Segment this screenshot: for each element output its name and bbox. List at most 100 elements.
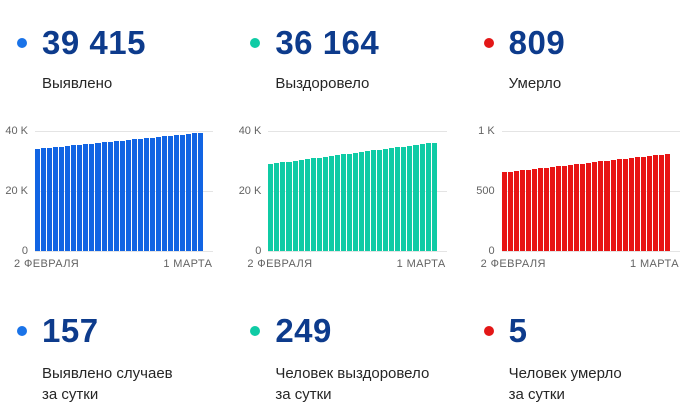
bar — [383, 148, 389, 251]
bar — [192, 133, 198, 251]
bar — [574, 164, 580, 251]
bar — [47, 147, 53, 251]
bar — [340, 154, 346, 251]
bar — [425, 143, 431, 251]
x-axis-label-end: 1 МАРТА — [629, 258, 679, 270]
bar — [59, 146, 65, 251]
bar — [419, 144, 425, 251]
stat-label: Выздоровело — [275, 75, 370, 92]
bar — [346, 153, 352, 251]
bar — [35, 149, 41, 251]
bullet-dot-icon — [483, 326, 494, 336]
bar — [71, 145, 77, 251]
bar — [568, 164, 574, 251]
bar — [537, 168, 543, 251]
bar — [622, 158, 628, 251]
bar — [137, 138, 143, 251]
bar — [359, 152, 365, 251]
plot-area: 40 K 20 K 0 — [0, 125, 233, 257]
bars — [35, 131, 204, 251]
y-axis-tick: 40 K — [238, 125, 262, 137]
bar — [513, 171, 519, 251]
bar — [161, 136, 168, 251]
bar — [304, 159, 310, 251]
stat-label: Выявлено — [42, 75, 113, 92]
bar — [107, 141, 113, 251]
bar — [389, 148, 395, 251]
bullet-dot-icon — [483, 38, 494, 48]
chart-detected: 40 K 20 K 0 2 ФЕВРАЛЯ 1 МАРТА — [0, 125, 233, 281]
bar — [652, 155, 658, 251]
bar — [113, 141, 119, 251]
stat-value: 809 — [508, 24, 566, 61]
gridline — [35, 131, 214, 132]
gridline — [501, 251, 680, 252]
plot-area: 1 K 500 0 — [467, 125, 700, 257]
y-axis-tick: 0 — [21, 245, 28, 257]
bar — [280, 162, 286, 251]
bar — [53, 147, 59, 251]
bar — [610, 160, 616, 251]
bar — [431, 142, 437, 251]
bar — [634, 157, 640, 251]
bar — [180, 134, 186, 251]
stat-row: 157 — [17, 313, 233, 349]
stat-label-line: за сутки — [508, 386, 565, 403]
stat-value: 39 415 — [42, 24, 146, 61]
bar — [365, 151, 371, 251]
bar — [77, 144, 83, 251]
chart-died: 1 K 500 0 2 ФЕВРАЛЯ 1 МАРТА — [467, 125, 700, 281]
bullet-dot-icon — [17, 38, 27, 48]
y-axis-tick: 20 K — [5, 185, 28, 197]
x-axis-label-end: 1 МАРТА — [396, 258, 446, 270]
stat-row: 249 — [250, 313, 466, 349]
stat-label-line: Человек выздоровело — [275, 365, 430, 382]
stat-value: 36 164 — [275, 24, 380, 61]
bar — [604, 160, 610, 251]
y-axis-tick: 500 — [476, 185, 495, 197]
bar — [401, 146, 407, 251]
stat-died-total: 809 Умерло — [467, 0, 700, 93]
bar — [89, 143, 95, 251]
bullet-dot-icon — [17, 326, 27, 336]
bar — [298, 160, 304, 251]
x-axis-label-start: 2 ФЕВРАЛЯ — [480, 258, 546, 270]
bar — [65, 146, 71, 251]
column-died: 809 Умерло 1 K 500 0 2 ФЕВРАЛЯ 1 МАРТА — [467, 0, 700, 420]
y-axis-tick: 1 K — [478, 125, 495, 137]
column-recovered: 36 164 Выздоровело 40 K 20 K 0 2 ФЕВРАЛЯ… — [233, 0, 466, 420]
bar — [413, 144, 419, 251]
column-detected: 39 415 Выявлено 40 K 20 K 0 2 ФЕВРАЛЯ 1 … — [0, 0, 233, 420]
stat-value: 249 — [275, 312, 332, 349]
bar — [328, 156, 334, 251]
bar — [155, 136, 161, 251]
stat-row: 36 164 — [250, 25, 466, 61]
y-axis-tick: 0 — [488, 245, 495, 257]
bar — [543, 167, 550, 251]
stat-row: 39 415 — [17, 25, 233, 61]
bar — [525, 169, 531, 251]
y-axis-tick: 40 K — [5, 125, 28, 137]
stat-recovered-total: 36 164 Выздоровело — [233, 0, 466, 93]
bullet-dot-icon — [250, 326, 261, 336]
bar — [352, 152, 359, 251]
bar — [316, 157, 322, 251]
stat-recovered-daily: 249 Человек выздоровело за сутки — [233, 313, 466, 405]
bars — [268, 131, 437, 251]
bar — [377, 149, 383, 251]
bar — [640, 156, 646, 251]
bar — [119, 140, 125, 251]
bar — [598, 161, 604, 251]
stat-label-line: Выявлено случаев — [42, 365, 173, 382]
bar — [286, 161, 292, 251]
bar — [101, 142, 107, 251]
bar — [556, 166, 562, 251]
stat-label: Умерло — [508, 75, 562, 92]
stat-label: Человек умерло за сутки — [509, 363, 700, 405]
bar — [322, 156, 328, 251]
gridline — [35, 251, 214, 252]
bar — [628, 158, 634, 251]
bar — [174, 135, 180, 251]
stat-label-line: за сутки — [42, 386, 99, 403]
